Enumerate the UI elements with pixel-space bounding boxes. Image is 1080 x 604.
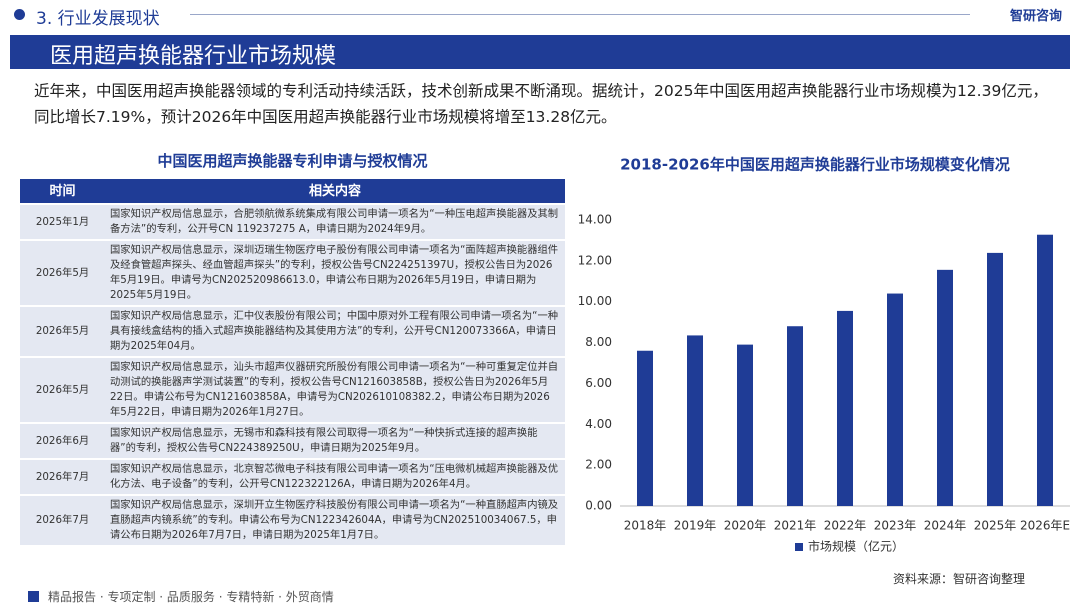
- bullet: [14, 9, 25, 20]
- table-title: 中国医用超声换能器专利申请与授权情况: [157, 152, 428, 170]
- patent-table: 时间 相关内容 2025年1月 国家知识产权局信息显示，合肥领航微系统集成有限公司申请…: [20, 177, 565, 547]
- bar: [787, 326, 803, 506]
- chart: 2018-2026年中国医用超声换能器行业市场规模变化情况 0.00 2.00 4.…: [578, 156, 1070, 554]
- x-tick-label: 2022年: [824, 519, 867, 533]
- x-tick-label: 2026年E: [1020, 519, 1070, 533]
- y-tick-label: 10.00: [578, 294, 612, 308]
- time-cell: 2026年5月: [20, 358, 105, 422]
- content-cell: 国家知识产权局信息显示，深圳迈瑞生物医疗电子股份有限公司申请一项名为“面阵超声换…: [105, 241, 565, 305]
- content-cell: 国家知识产权局信息显示，北京智芯微电子科技有限公司申请一项名为“压电微机械超声换…: [105, 460, 565, 494]
- table-row: 2026年7月 国家知识产权局信息显示，北京智芯微电子科技有限公司申请一项名为“压…: [20, 460, 565, 494]
- table-row: 2026年5月 国家知识产权局信息显示，深圳迈瑞生物医疗电子股份有限公司申请一项名…: [20, 241, 565, 305]
- bar: [637, 350, 653, 506]
- content-cell: 国家知识产权局信息显示，汇中仪表股份有限公司；中国中原对外工程有限公司申请一项名…: [105, 307, 565, 356]
- bar: [837, 310, 853, 506]
- bar: [937, 269, 953, 506]
- content-cell: 国家知识产权局信息显示，合肥领航微系统集成有限公司申请一项名为“一种压电超声换能…: [105, 205, 565, 239]
- content-cell: 国家知识产权局信息显示，深圳开立生物医疗科技股份有限公司申请一项名为“一种直肠超…: [105, 496, 565, 545]
- column-header: 时间: [20, 179, 105, 203]
- y-tick-label: 0.00: [585, 499, 612, 513]
- y-tick-label: 6.00: [585, 376, 612, 390]
- bar: [887, 293, 903, 506]
- legend-swatch: [795, 543, 803, 551]
- content-cell: 国家知识产权局信息显示，汕头市超声仪器研究所股份有限公司申请一项名为“一种可重复…: [105, 358, 565, 422]
- content-cell: 国家知识产权局信息显示，无锡市和森科技有限公司取得一项名为“一种快拆式连接的超声…: [105, 424, 565, 458]
- bar: [987, 252, 1003, 506]
- bar: [737, 344, 753, 506]
- y-tick-label: 14.00: [578, 213, 612, 227]
- source: 资料来源：智研咨询整理: [893, 572, 1026, 586]
- x-tick-label: 2019年: [674, 519, 717, 533]
- time-cell: 2025年1月: [20, 205, 105, 239]
- y-tick-label: 12.00: [578, 253, 612, 267]
- logo: 智研咨询: [1010, 9, 1063, 24]
- bar: [687, 335, 703, 506]
- time-cell: 2026年7月: [20, 460, 105, 494]
- time-cell: 2026年5月: [20, 241, 105, 305]
- y-tick-label: 8.00: [585, 335, 612, 349]
- x-tick-label: 2023年: [874, 519, 917, 533]
- chart-title: 2018-2026年中国医用超声换能器行业市场规模变化情况: [620, 156, 1010, 174]
- bar: [1037, 234, 1053, 507]
- intro-text: 近年来，中国医用超声换能器领域的专利活动持续活跃，技术创新成果不断涌现。据统计，…: [34, 82, 1048, 126]
- header-row: 时间 相关内容: [20, 179, 565, 203]
- section-title: 3. 行业发展现状: [36, 9, 160, 29]
- x-tick-label: 2024年: [924, 519, 967, 533]
- y-tick-label: 2.00: [585, 458, 612, 472]
- legend-label: 市场规模（亿元）: [808, 539, 904, 554]
- time-cell: 2026年6月: [20, 424, 105, 458]
- y-tick-label: 4.00: [585, 417, 612, 431]
- table-row: 2026年5月 国家知识产权局信息显示，汕头市超声仪器研究所股份有限公司申请一项名…: [20, 358, 565, 422]
- table-row: 2026年5月 国家知识产权局信息显示，汇中仪表股份有限公司；中国中原对外工程有限…: [20, 307, 565, 356]
- title-banner: [10, 35, 1070, 69]
- divider: [190, 14, 970, 15]
- x-tick-label: 2021年: [774, 519, 817, 533]
- page-title: 医用超声换能器行业市场规模: [50, 44, 337, 69]
- x-tick-label: 2020年: [724, 519, 767, 533]
- x-tick-label: 2025年: [974, 519, 1017, 533]
- x-tick-label: 2018年: [624, 519, 667, 533]
- table-row: 2026年6月 国家知识产权局信息显示，无锡市和森科技有限公司取得一项名为“一种快…: [20, 424, 565, 458]
- time-cell: 2026年5月: [20, 307, 105, 356]
- footer-icon: [28, 591, 39, 602]
- table-row: 2026年7月 国家知识产权局信息显示，深圳开立生物医疗科技股份有限公司申请一项名…: [20, 496, 565, 545]
- table-row: 2025年1月 国家知识产权局信息显示，合肥领航微系统集成有限公司申请一项名为“一…: [20, 205, 565, 239]
- column-header: 相关内容: [105, 179, 565, 203]
- footer: 精品报告 · 专项定制 · 品质服务 · 专精特新 · 外贸商情: [48, 590, 334, 604]
- time-cell: 2026年7月: [20, 496, 105, 545]
